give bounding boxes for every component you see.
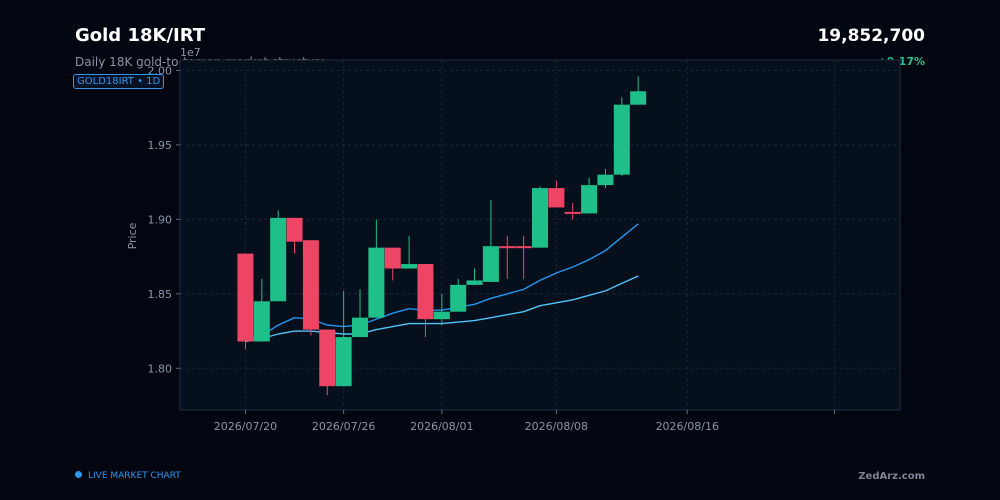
candle-body-down (319, 329, 336, 387)
candle-body-up (482, 246, 499, 282)
candle-body-down (302, 240, 319, 330)
candle-body-down (564, 211, 581, 214)
candle-body-up (613, 104, 630, 175)
candle-body-up (532, 188, 548, 248)
live-indicator: LIVE MARKET CHART (75, 471, 181, 481)
candle-body-up (335, 337, 352, 387)
live-dot-icon (75, 471, 82, 478)
candle-body-down (286, 217, 303, 242)
live-label: LIVE MARKET CHART (88, 471, 181, 481)
x-tick-label: 2026/08/08 (525, 420, 588, 433)
candle-body-down (237, 253, 254, 342)
y-tick-label: 1.80 (148, 362, 173, 375)
y-exponent-label: 1e7 (180, 46, 201, 59)
candle-body-down (515, 246, 532, 249)
candle-body-down (548, 188, 565, 208)
chart-title: Gold 18K/IRT (75, 25, 206, 46)
ticker-badge: GOLD18IRT • 1D (73, 74, 165, 89)
x-tick-label: 2026/08/01 (410, 420, 473, 433)
y-tick-label: 1.90 (148, 213, 173, 226)
y-tick-label: 1.95 (148, 139, 173, 152)
candle-body-up (368, 247, 385, 318)
candle-body-down (499, 246, 516, 249)
candle-body-down (384, 247, 401, 269)
candle-body-down (417, 264, 434, 320)
candle-body-up (450, 284, 467, 312)
y-axis-label: Price (126, 222, 139, 249)
candle-body-up (270, 217, 287, 302)
candle-body-up (630, 91, 647, 105)
candle-body-up (433, 311, 450, 320)
candles (237, 76, 647, 396)
brand-watermark: ZedArz.com (858, 471, 925, 482)
candle-body-up (581, 185, 598, 214)
x-tick-label: 2026/07/26 (312, 420, 375, 433)
candle-body-up (352, 317, 368, 338)
candle-body-up (466, 280, 483, 285)
candle-body-up (597, 174, 614, 186)
y-tick-label: 1.85 (148, 288, 173, 301)
last-price: 19,852,700 (817, 26, 925, 46)
x-tick-label: 2026/07/20 (214, 420, 277, 433)
candle-body-up (401, 264, 418, 269)
candle-body-up (253, 301, 270, 342)
x-tick-label: 2026/08/16 (656, 420, 719, 433)
